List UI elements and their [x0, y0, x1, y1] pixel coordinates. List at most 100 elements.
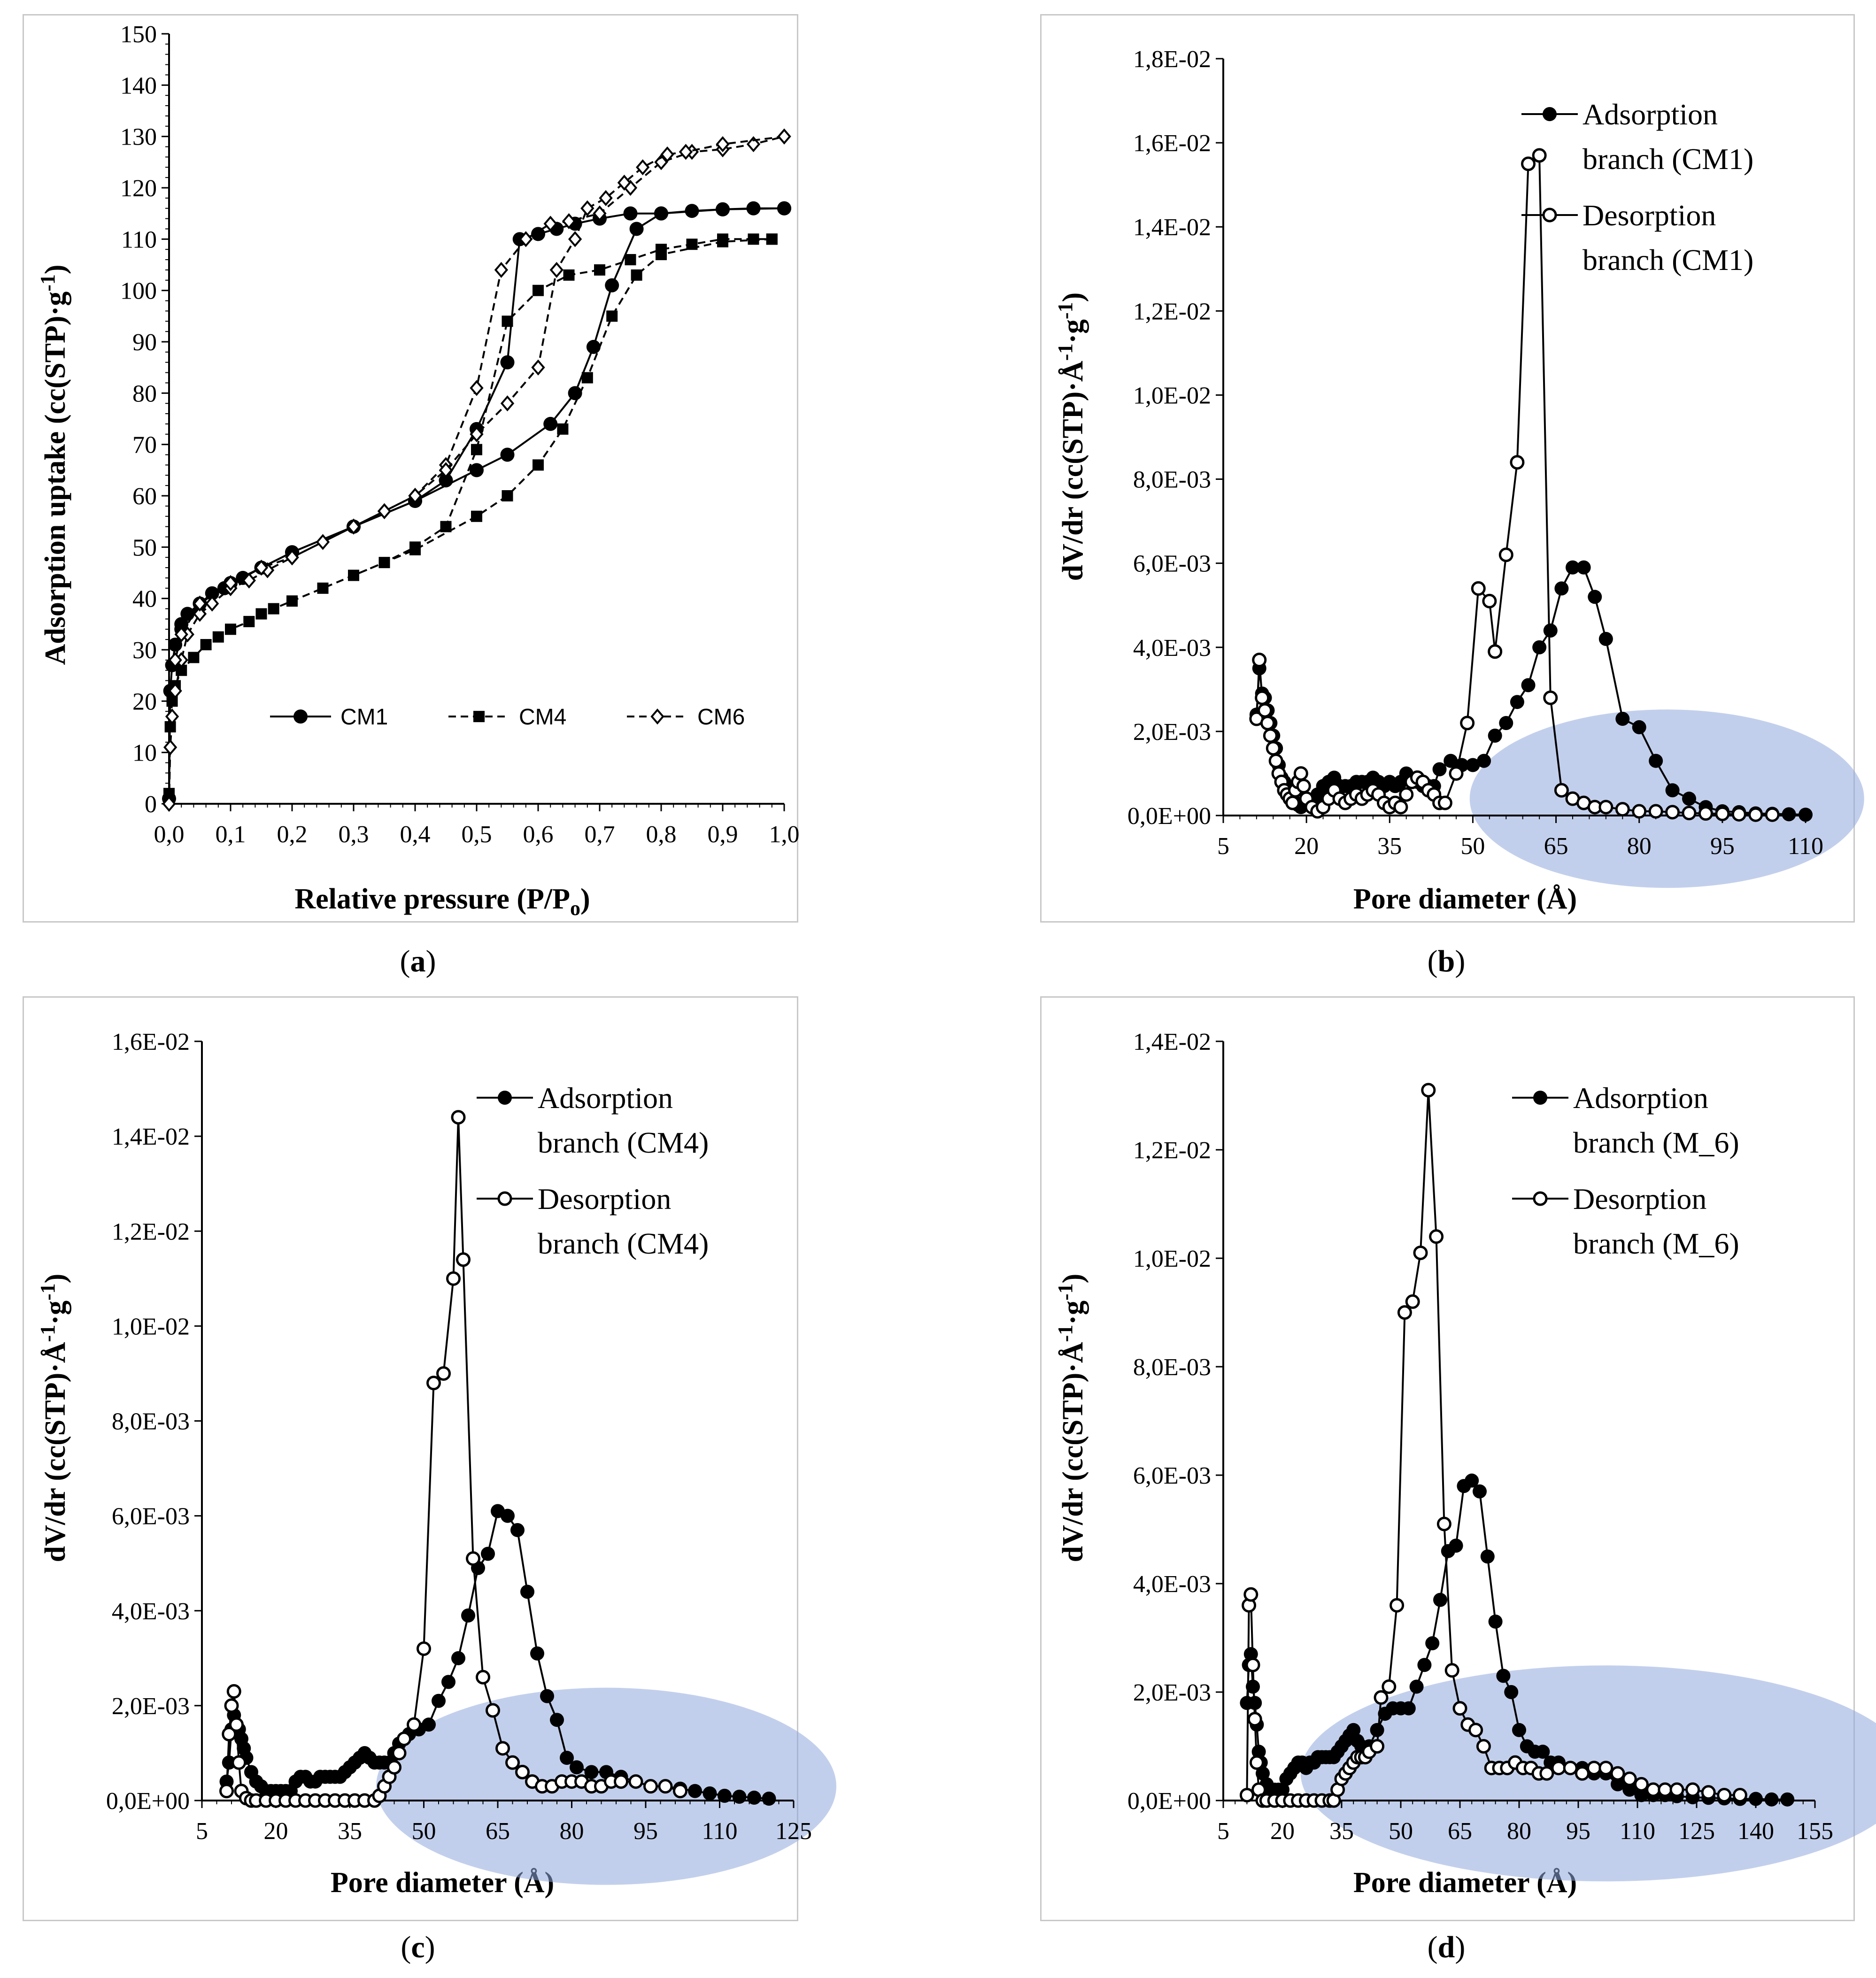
panel-b-y-tick-label: 1,8E-02 [1133, 46, 1211, 73]
panel-d-data-point [1504, 1685, 1519, 1699]
panel-b-data-point [1543, 690, 1558, 705]
panel-b-data-point [1632, 804, 1647, 819]
panel-c-x-tick-label: 20 [264, 1818, 288, 1845]
panel-d-plot: 0,0E+00 2,0E-03 4,0E-03 6,0E-03 8,0E-03 1,0E-… [1127, 1029, 1876, 1882]
panel-b-data-point [1510, 695, 1524, 709]
panel-a-data-point [557, 423, 569, 435]
panel-d-data-point [1390, 1598, 1405, 1613]
panel-a-data-point [593, 205, 607, 222]
panel-d-data-point [1512, 1723, 1526, 1737]
panel-c-y-tick-label: 6,0E-03 [112, 1503, 190, 1530]
panel-b-data-point [1588, 590, 1602, 604]
panel-d-x-tick-label: 50 [1389, 1818, 1413, 1845]
panel-a-data-point [243, 616, 255, 627]
panel-d-data-point [1611, 1777, 1625, 1792]
panel-b-data-point [1260, 716, 1275, 731]
panel-b-data-point [1521, 678, 1536, 693]
panel-c-y-tick-label: 1,6E-02 [112, 1029, 190, 1055]
panel-b-data-point [1449, 766, 1464, 781]
panel-c-data-point [436, 1366, 451, 1381]
panel-c-data-point [688, 1784, 702, 1798]
panel-d-data-point [1401, 1701, 1416, 1716]
panel-c-data-point [224, 1698, 239, 1713]
panel-d-x-tick-label: 35 [1329, 1818, 1354, 1845]
panel-a-legend-item-CM1: CM1 [270, 705, 388, 730]
panel-d-data-point [1374, 1690, 1389, 1705]
panel-c-data-point [426, 1376, 441, 1391]
panel-a-plot: 0 10 20 30 40 50 60 70 80 90 100 110 120 130 140 150 0,0… [120, 21, 800, 848]
panel-b-legend-item-0: Adsorption branch (CM1) [1521, 98, 1753, 176]
panel-c-data-point [226, 1684, 241, 1699]
panel-d-data-point [1634, 1788, 1649, 1802]
legend-label-line2: branch (CM4) [538, 1126, 709, 1159]
panel-a-x-tick-label: 0,2 [277, 821, 308, 848]
panel-a-y-tick-label: 110 [121, 226, 157, 253]
panel-a-y-tick-label: 70 [132, 432, 157, 459]
panel-a-y-tick-label: 80 [132, 380, 157, 407]
panel-c-x-tick-label: 65 [486, 1818, 510, 1845]
panel-c-data-point [732, 1789, 747, 1804]
panel-a-y-tick-label: 50 [132, 534, 157, 561]
panel-b-x-tick-label: 80 [1627, 833, 1652, 860]
panel-c-y-axis-title: dV/dr (cc(STP)·Å-1·g-1) [36, 1274, 71, 1562]
panel-b-data-point [1488, 644, 1503, 659]
panel-c-data-point [486, 1703, 500, 1718]
panel-a-data-point [470, 463, 484, 477]
panel-c-series-1 [219, 1110, 687, 1808]
panel-b-data-point [1252, 653, 1267, 668]
panel-b-data-point [1632, 720, 1646, 734]
panel-a-data-point [285, 549, 299, 566]
panel-d-data-point [1732, 1787, 1747, 1802]
panel-d-data-point [1452, 1701, 1467, 1716]
panel-a-data-point [286, 595, 298, 607]
panel-a-data-point [242, 572, 256, 589]
panel-a-legend-item-CM4: CM4 [448, 705, 566, 730]
panel-a-series-3 [348, 233, 778, 581]
panel-a-data-point [636, 159, 650, 176]
panel-b-y-axis-title: dV/dr (cc(STP)·Å-1·g-1) [1054, 292, 1089, 581]
panel-b-data-point [1460, 716, 1475, 731]
panel-b-data-point [1615, 712, 1630, 726]
panel-a-data-point [519, 231, 533, 247]
panel-a-x-tick-label: 0,5 [462, 821, 492, 848]
panel-d-data-point [1780, 1792, 1795, 1807]
panel-b-data-point [1399, 787, 1414, 802]
panel-b-series-1 [1249, 148, 1780, 822]
panel-a-series-5 [168, 128, 791, 668]
legend-marker [1533, 1091, 1547, 1105]
panel-b-x-axis-title: Pore diameter (Å) [1353, 883, 1577, 915]
panel-b-y-tick-label: 4,0E-03 [1133, 635, 1211, 662]
panel-a-data-point [255, 608, 267, 620]
panel-c-x-tick-label: 95 [633, 1818, 658, 1845]
panel-a-data-point [502, 490, 513, 501]
panel-c-data-point [628, 1774, 643, 1789]
panel-a-data-point [168, 683, 182, 699]
panel-b-y-tick-label: 0,0E+00 [1127, 803, 1211, 830]
panel-d-data-point [1587, 1761, 1602, 1776]
legend-marker [1542, 208, 1557, 223]
panel-c-data-point [441, 1675, 455, 1689]
panel-c-data-point [614, 1774, 628, 1789]
panel-a-data-point [660, 146, 674, 163]
panel-c-data-point [510, 1523, 525, 1537]
panel-a-data-point [347, 518, 361, 535]
panel-d-data-point [1382, 1679, 1397, 1694]
panel-c-data-point [658, 1779, 673, 1794]
panel-a-data-point [224, 575, 238, 591]
panel-c-data-point [570, 1760, 584, 1775]
panel-c-x-tick-label: 125 [775, 1818, 812, 1845]
panel-c-x-tick-label: 5 [196, 1818, 208, 1845]
panel-a-y-tick-label: 90 [132, 329, 157, 356]
panel-d-data-point [1405, 1294, 1420, 1309]
panel-a-frame [23, 14, 798, 923]
panel-a-series-line [168, 207, 784, 799]
legend-label: CM4 [519, 705, 566, 730]
panel-d-data-point [1370, 1723, 1384, 1737]
panel-a-data-point [200, 639, 212, 651]
panel-d-data-point [1563, 1761, 1578, 1776]
panel-a-data-point [543, 416, 558, 431]
panel-d-data-point [1370, 1739, 1385, 1754]
panel-d-data-point [1413, 1245, 1428, 1260]
panel-d-data-point [1717, 1787, 1732, 1802]
panel-a-x-tick-label: 0,0 [154, 821, 185, 848]
